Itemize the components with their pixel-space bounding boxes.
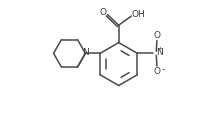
Text: O: O [154,31,161,40]
Text: O: O [99,8,107,17]
Text: +: + [158,46,163,51]
Text: O: O [154,67,161,76]
Text: N: N [82,48,88,57]
Text: OH: OH [132,11,145,19]
Text: N: N [156,48,163,57]
Text: -: - [162,66,165,75]
